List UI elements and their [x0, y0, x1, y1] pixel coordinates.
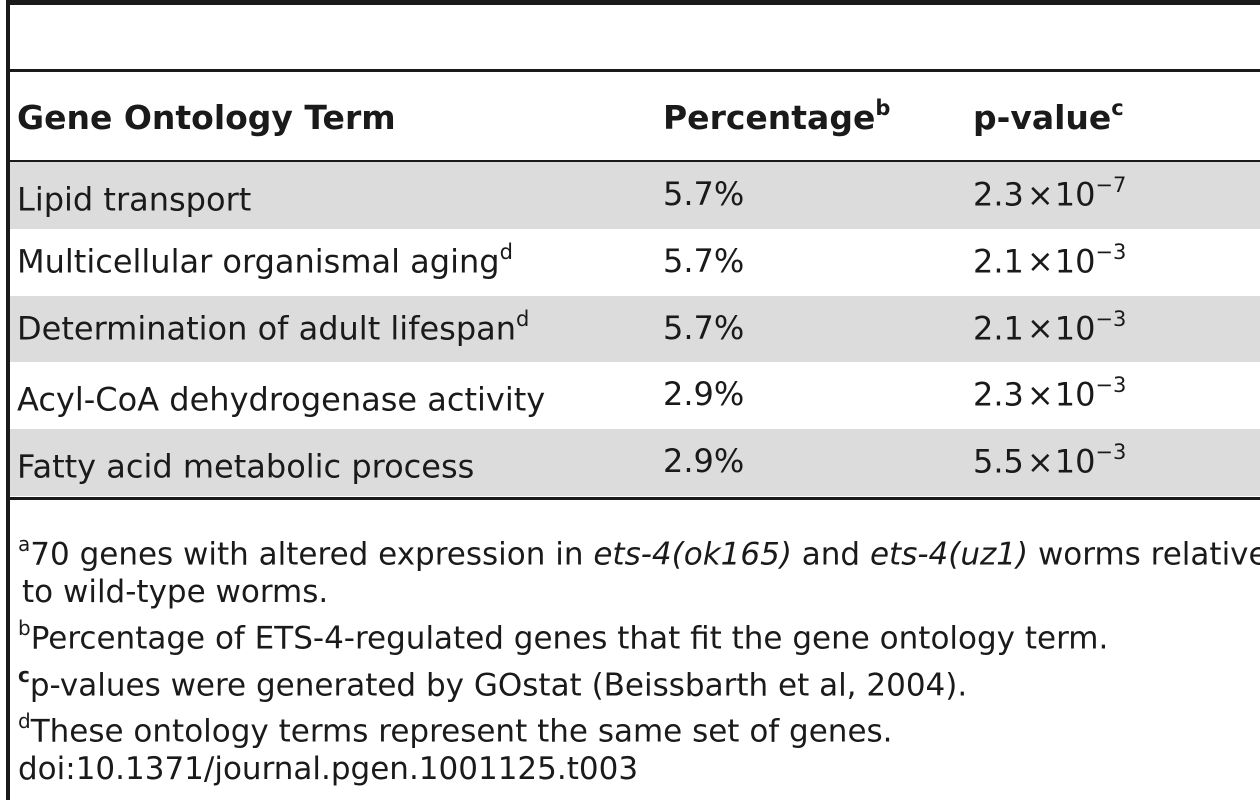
cell-percentage: 2.9% [663, 442, 745, 481]
cell-term: Acyl-CoA dehydrogenase activity [17, 381, 546, 420]
table-body: Lipid transport 5.7% 2.3×10−7 Multicellu… [10, 162, 1260, 496]
table-footnotes: a70 genes with altered expression in ets… [18, 527, 1260, 788]
cell-term: Lipid transport [17, 180, 252, 219]
table-title-rule [10, 69, 1260, 72]
doi-link[interactable]: doi:10.1371/journal.pgen.1001125.t003 [18, 751, 639, 788]
cell-percentage: 5.7% [663, 241, 745, 280]
footnote-mark-b: b [875, 96, 891, 120]
footnote-c: cp-values were generated by GOstat (Beis… [18, 662, 968, 703]
table-header-row: Gene Ontology Term Percentageb p-valuec [10, 72, 1260, 160]
cell-percentage: 2.9% [663, 375, 745, 414]
header-percentage: Percentageb [663, 96, 891, 137]
cell-p-value: 2.3×10−3 [973, 373, 1127, 415]
header-p-value: p-valuec [973, 96, 1124, 137]
cell-p-value: 2.1×10−3 [973, 239, 1127, 281]
cell-term: Determination of adult lifespand [17, 306, 530, 348]
table-top-rule [6, 0, 1260, 5]
cell-p-value: 5.5×10−3 [973, 440, 1127, 481]
gene-name: ets-4(ok165) [593, 536, 792, 573]
table-header-rule [10, 160, 1260, 162]
table-row: Multicellular organismal agingd 5.7% 2.1… [10, 229, 1260, 296]
table-row: Lipid transport 5.7% 2.3×10−7 [10, 162, 1260, 229]
cell-percentage: 5.7% [663, 308, 745, 347]
table-left-border [6, 0, 10, 800]
cell-percentage: 5.7% [663, 175, 745, 213]
table-row: Determination of adult lifespand 5.7% 2.… [10, 295, 1260, 363]
table-bottom-rule [10, 497, 1260, 500]
gene-name: ets-4(uz1) [869, 536, 1029, 573]
table-row: Acyl-CoA dehydrogenase activity 2.9% 2.3… [10, 362, 1260, 429]
table-row: Fatty acid metabolic process 2.9% 5.5×10… [10, 429, 1260, 496]
footnote-b: bPercentage of ETS-4-regulated genes tha… [18, 616, 1109, 657]
cell-p-value: 2.3×10−7 [973, 173, 1127, 214]
cell-p-value: 2.1×10−3 [973, 306, 1127, 348]
footnote-a: a70 genes with altered expression in ets… [18, 532, 1260, 573]
cell-term: Fatty acid metabolic process [17, 447, 475, 486]
footnote-d: dThese ontology terms represent the same… [18, 708, 893, 750]
header-gene-ontology-term: Gene Ontology Term [17, 98, 396, 137]
footnote-a-continuation: to wild-type worms. [22, 574, 329, 611]
footnote-mark-c: c [1111, 96, 1124, 120]
cell-term: Multicellular organismal agingd [17, 239, 513, 281]
